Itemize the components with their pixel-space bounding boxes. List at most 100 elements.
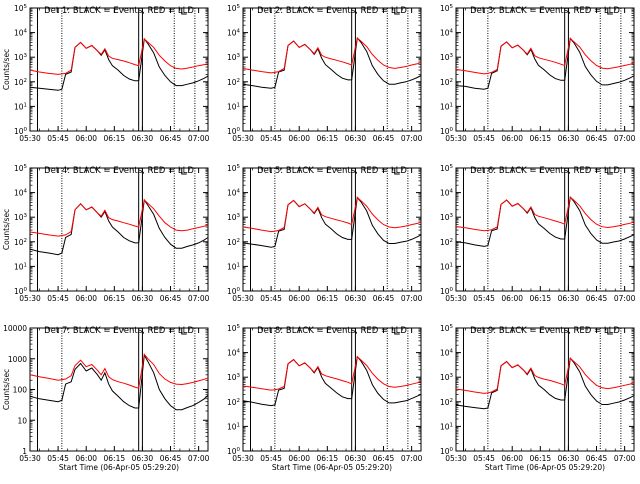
series-line-events — [455, 37, 635, 90]
small-marker-tick — [181, 328, 187, 335]
y-tick-label: 102 — [227, 238, 240, 247]
x-tick-label: 06:00 — [501, 134, 523, 143]
y-tick-label: 101 — [440, 102, 453, 111]
x-tick-label: 06:45 — [586, 294, 608, 303]
small-marker-tick — [394, 168, 400, 175]
series-line-events — [242, 196, 422, 248]
y-tick-label: 101 — [227, 262, 240, 271]
y-tick-label: 104 — [440, 189, 454, 198]
y-axis-label: Counts/sec — [2, 209, 11, 250]
x-tick-label: 05:30 — [19, 134, 41, 143]
series-line-lld — [242, 37, 422, 74]
x-tick-label: 07:00 — [188, 454, 210, 463]
panel-title: Det 3: BLACK = Events, RED = LLD — [470, 6, 620, 16]
x-tick-label: 07:00 — [401, 134, 423, 143]
y-tick-label: 104 — [227, 349, 241, 358]
x-tick-label: 05:45 — [260, 454, 282, 463]
x-tick-label: 06:30 — [345, 294, 367, 303]
y-tick-label: 102 — [440, 398, 453, 407]
x-tick-label: 07:00 — [401, 294, 423, 303]
y-tick-label: 104 — [14, 29, 28, 38]
y-axis-label: Counts/sec — [2, 49, 11, 90]
y-tick-label: 102 — [440, 238, 453, 247]
x-tick-label: 05:45 — [47, 294, 69, 303]
y-tick-label: 102 — [440, 78, 453, 87]
panel-det-7: Det 7: BLACK = Events, RED = LLD 1 10 100 10… — [2, 324, 210, 472]
y-tick-label: 102 — [227, 398, 240, 407]
plot-frame — [455, 167, 635, 292]
x-tick-label: 06:45 — [160, 134, 182, 143]
x-axis-label: Start Time (06-Apr-05 05:29:20) — [59, 463, 179, 472]
x-tick-label: 06:15 — [530, 134, 552, 143]
x-tick-label: 05:45 — [473, 294, 495, 303]
y-tick-label: 101 — [440, 262, 453, 271]
series-line-lld — [455, 37, 635, 75]
small-marker-tick — [607, 168, 613, 175]
plot-frame — [242, 167, 422, 292]
y-tick-label: 103 — [227, 213, 241, 222]
x-tick-label: 06:15 — [530, 454, 552, 463]
x-tick-label: 06:30 — [345, 134, 367, 143]
series-line-lld — [242, 355, 422, 391]
series-line-events — [29, 37, 209, 91]
series-line-events — [29, 353, 209, 411]
y-tick-label: 100 — [440, 127, 454, 136]
x-tick-label: 07:00 — [614, 454, 636, 463]
x-tick-label: 06:00 — [75, 454, 97, 463]
y-tick-label: 101 — [14, 262, 27, 271]
panel-det-6: Det 6: BLACK = Events, RED = LLD 100 101 10… — [440, 164, 636, 303]
panel-det-8: Det 8: BLACK = Events, RED = LLD 100 101 10… — [227, 324, 423, 472]
small-marker-tick — [181, 168, 187, 175]
y-tick-label: 105 — [14, 164, 28, 173]
y-tick-label: 105 — [227, 4, 241, 13]
y-tick-label: 103 — [440, 373, 454, 382]
plot-frame — [29, 167, 209, 292]
y-tick-label: 105 — [227, 324, 241, 333]
x-tick-label: 07:00 — [188, 134, 210, 143]
x-tick-label: 05:30 — [19, 294, 41, 303]
y-tick-label: 102 — [14, 238, 27, 247]
y-tick-label: 1000 — [8, 355, 27, 364]
panel-title: Det 1: BLACK = Events, RED = LLD — [44, 6, 194, 16]
y-tick-label: 105 — [440, 4, 454, 13]
x-tick-label: 06:45 — [160, 294, 182, 303]
y-tick-label: 103 — [227, 53, 241, 62]
x-tick-label: 05:45 — [473, 134, 495, 143]
y-tick-label: 105 — [440, 324, 454, 333]
y-tick-label: 103 — [440, 53, 454, 62]
y-tick-label: 102 — [227, 78, 240, 87]
x-tick-label: 05:30 — [445, 294, 467, 303]
y-axis-label: Counts/sec — [2, 369, 11, 410]
x-tick-label: 06:00 — [75, 294, 97, 303]
series-line-lld — [29, 38, 209, 75]
panel-det-2: Det 2: BLACK = Events, RED = LLD 100 101 10… — [227, 4, 423, 143]
series-line-events — [242, 355, 422, 407]
x-tick-label: 06:15 — [317, 294, 339, 303]
series-line-events — [455, 196, 635, 247]
panel-det-5: Det 5: BLACK = Events, RED = LLD 100 101 10… — [227, 164, 423, 303]
panel-title: Det 6: BLACK = Events, RED = LLD — [470, 166, 620, 176]
small-marker-tick — [607, 328, 613, 335]
panel-det-9: Det 9: BLACK = Events, RED = LLD 100 101 10… — [440, 324, 636, 472]
x-tick-label: 05:30 — [19, 454, 41, 463]
y-tick-label: 103 — [227, 373, 241, 382]
y-tick-label: 105 — [440, 164, 454, 173]
plot-frame — [29, 327, 209, 452]
x-tick-label: 06:15 — [317, 134, 339, 143]
x-tick-label: 06:30 — [132, 294, 154, 303]
y-tick-label: 103 — [14, 53, 28, 62]
x-tick-label: 06:15 — [104, 134, 126, 143]
x-tick-label: 05:30 — [232, 134, 254, 143]
small-marker-tick — [607, 8, 613, 15]
y-tick-label: 100 — [227, 287, 241, 296]
small-marker-tick — [181, 8, 187, 15]
x-tick-label: 05:30 — [232, 294, 254, 303]
y-tick-label: 104 — [440, 29, 454, 38]
x-tick-label: 06:45 — [160, 454, 182, 463]
panel-title: Det 2: BLACK = Events, RED = LLD — [257, 6, 407, 16]
y-tick-label: 104 — [14, 189, 28, 198]
small-marker-tick — [394, 8, 400, 15]
y-tick-label: 10000 — [3, 324, 27, 333]
